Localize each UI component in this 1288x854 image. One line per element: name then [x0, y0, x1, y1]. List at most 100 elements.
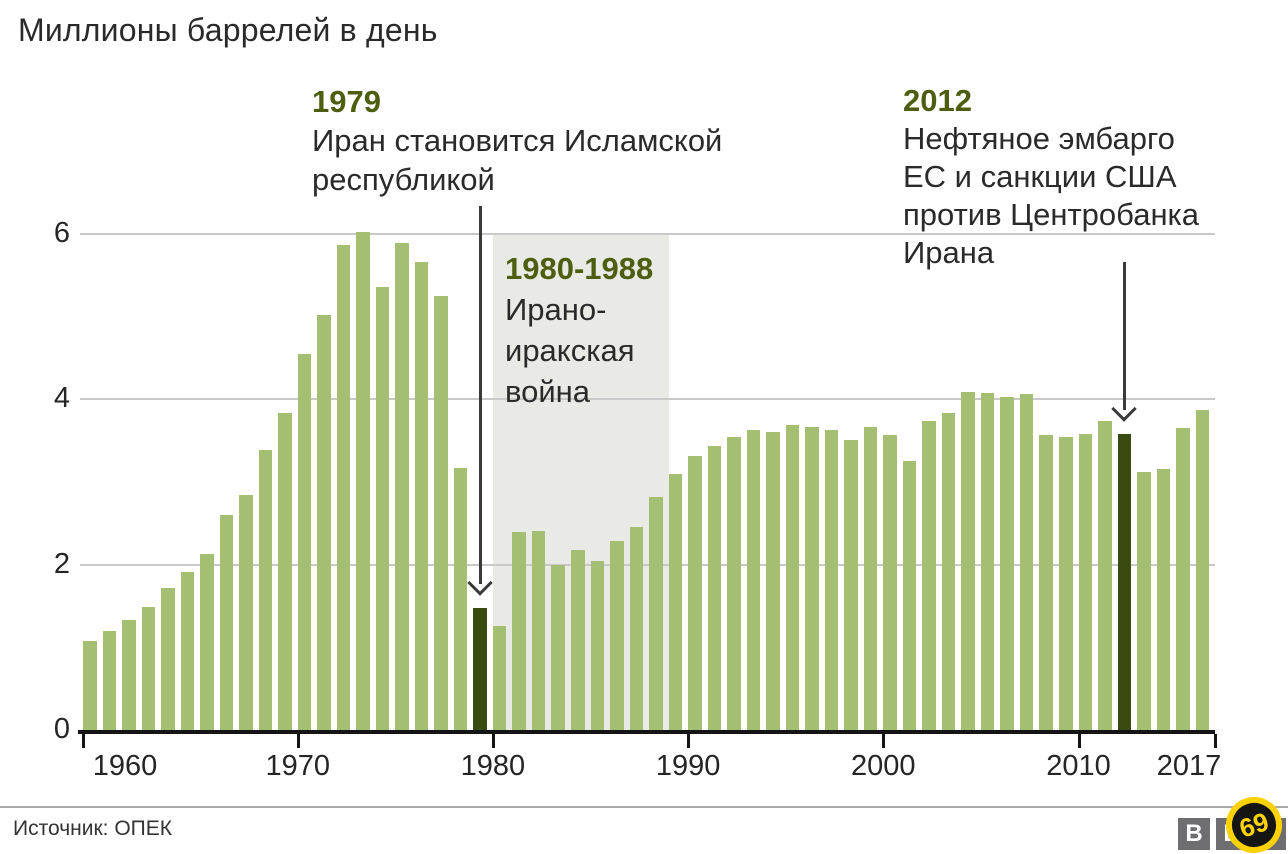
bar-1998	[824, 429, 839, 730]
bar-2000	[863, 427, 878, 730]
bar-2010	[1059, 437, 1073, 730]
x-tick-1960	[82, 734, 85, 748]
bar-1985	[571, 550, 585, 730]
annotation-war-year: 1980-1988	[505, 251, 654, 286]
x-axis-label-1990: 1990	[655, 750, 721, 782]
annotation-revolution-line: республикой	[312, 162, 495, 197]
annotation-sanctions-line: ЕС и санкции США	[903, 159, 1177, 194]
annotation-war-line: иракская	[505, 333, 635, 368]
bar-1968	[239, 494, 253, 730]
bbc-logo-block-b1: B	[1178, 818, 1210, 850]
bar-1997	[805, 427, 819, 730]
bar-1972	[317, 314, 331, 730]
bar-2014	[1137, 471, 1151, 730]
x-tick-1980	[491, 734, 495, 748]
bar-1982	[512, 532, 526, 730]
annotation-sanctions-line: против Центробанка	[903, 197, 1200, 232]
bar-2005	[961, 391, 975, 730]
bar-2011	[1078, 433, 1093, 730]
bar-1993	[727, 437, 741, 730]
bar-1986	[590, 561, 605, 730]
bar-1975	[375, 287, 390, 730]
x-tick-2017	[1214, 734, 1217, 748]
x-tick-2010	[1077, 734, 1081, 748]
bar-2013	[1117, 433, 1132, 730]
y-axis-label-0: 0	[53, 713, 70, 745]
bar-2009	[1039, 435, 1053, 730]
bar-2012	[1098, 420, 1112, 730]
bar-2015	[1156, 469, 1171, 730]
annotation-sanctions-year: 2012	[903, 83, 972, 118]
gridline-y2	[80, 563, 1215, 566]
chart-title: Миллионы баррелей в день	[18, 12, 438, 48]
bar-1960	[83, 641, 97, 730]
source-text: Источник: ОПЕК	[13, 817, 172, 840]
x-axis-label-1960: 1960	[92, 750, 158, 782]
bar-1976	[395, 243, 409, 730]
bar-1983	[531, 530, 546, 730]
y-axis-label-4: 4	[53, 382, 70, 414]
bar-1964	[161, 588, 175, 730]
bar-1971	[297, 354, 312, 730]
y-axis-label-2: 2	[53, 547, 70, 580]
bar-2016	[1176, 427, 1190, 730]
bar-1992	[707, 446, 722, 730]
bar-1991	[688, 456, 702, 730]
x-axis-label-1970: 1970	[265, 750, 330, 782]
bar-2006	[980, 393, 995, 730]
annotation-sanctions-line: Ирана	[903, 235, 995, 270]
bar-1969	[258, 450, 273, 730]
gridline-y6	[80, 232, 1215, 235]
bar-1973	[336, 245, 351, 730]
revolution-arrow-line	[478, 206, 482, 584]
bar-1999	[844, 439, 858, 730]
x-tick-2000	[882, 734, 886, 748]
annotation-sanctions: 2012 Нефтяное эмбарго ЕС и санкции США п…	[903, 82, 1199, 272]
bar-1966	[200, 553, 214, 730]
bar-2007	[1000, 396, 1014, 730]
annotation-war-line: война	[505, 374, 591, 409]
sanctions-arrow-line	[1122, 262, 1126, 410]
annotation-war: 1980-1988 Ирано- иракская война	[505, 248, 653, 412]
annotation-revolution: 1979 Иран становится Исламской республик…	[312, 82, 722, 199]
bar-1987	[610, 541, 624, 730]
bar-1989	[649, 497, 663, 730]
bar-1981	[492, 625, 507, 730]
footer-divider	[0, 806, 1288, 808]
bar-1990	[668, 474, 683, 730]
bar-1965	[180, 571, 195, 730]
annotation-revolution-year: 1979	[312, 84, 381, 119]
x-tick-1990	[687, 734, 691, 748]
y-axis-label-6: 6	[53, 216, 70, 249]
bar-1994	[746, 430, 761, 730]
x-axis-label-2000: 2000	[851, 750, 916, 782]
bar-1961	[102, 630, 117, 730]
bbc-letter: B	[1185, 820, 1203, 847]
bar-1988	[629, 527, 644, 730]
bar-1962	[122, 619, 136, 730]
bar-1995	[766, 432, 780, 730]
bar-1984	[551, 564, 565, 730]
revolution-arrow-arrowhead-icon	[467, 569, 493, 596]
bar-2008	[1019, 394, 1034, 730]
bar-2004	[941, 413, 956, 730]
annotation-sanctions-line: Нефтяное эмбарго	[903, 121, 1175, 156]
x-axis-line	[78, 730, 1215, 734]
x-axis-label-2010: 2010	[1046, 750, 1111, 782]
x-axis-label-1980: 1980	[460, 750, 526, 782]
bar-2017	[1195, 409, 1210, 730]
bar-2001	[883, 434, 897, 730]
bar-1980	[473, 607, 487, 730]
bar-1979	[453, 467, 468, 730]
bar-2002	[902, 461, 917, 730]
bar-1996	[785, 424, 800, 730]
x-axis-label-2017: 2017	[1156, 750, 1222, 782]
x-tick-1970	[296, 734, 300, 748]
bar-1974	[356, 231, 370, 730]
annotation-war-line: Ирано-	[505, 292, 607, 327]
bar-1963	[141, 606, 156, 730]
bar-1967	[219, 514, 234, 730]
bar-1978	[434, 296, 448, 730]
